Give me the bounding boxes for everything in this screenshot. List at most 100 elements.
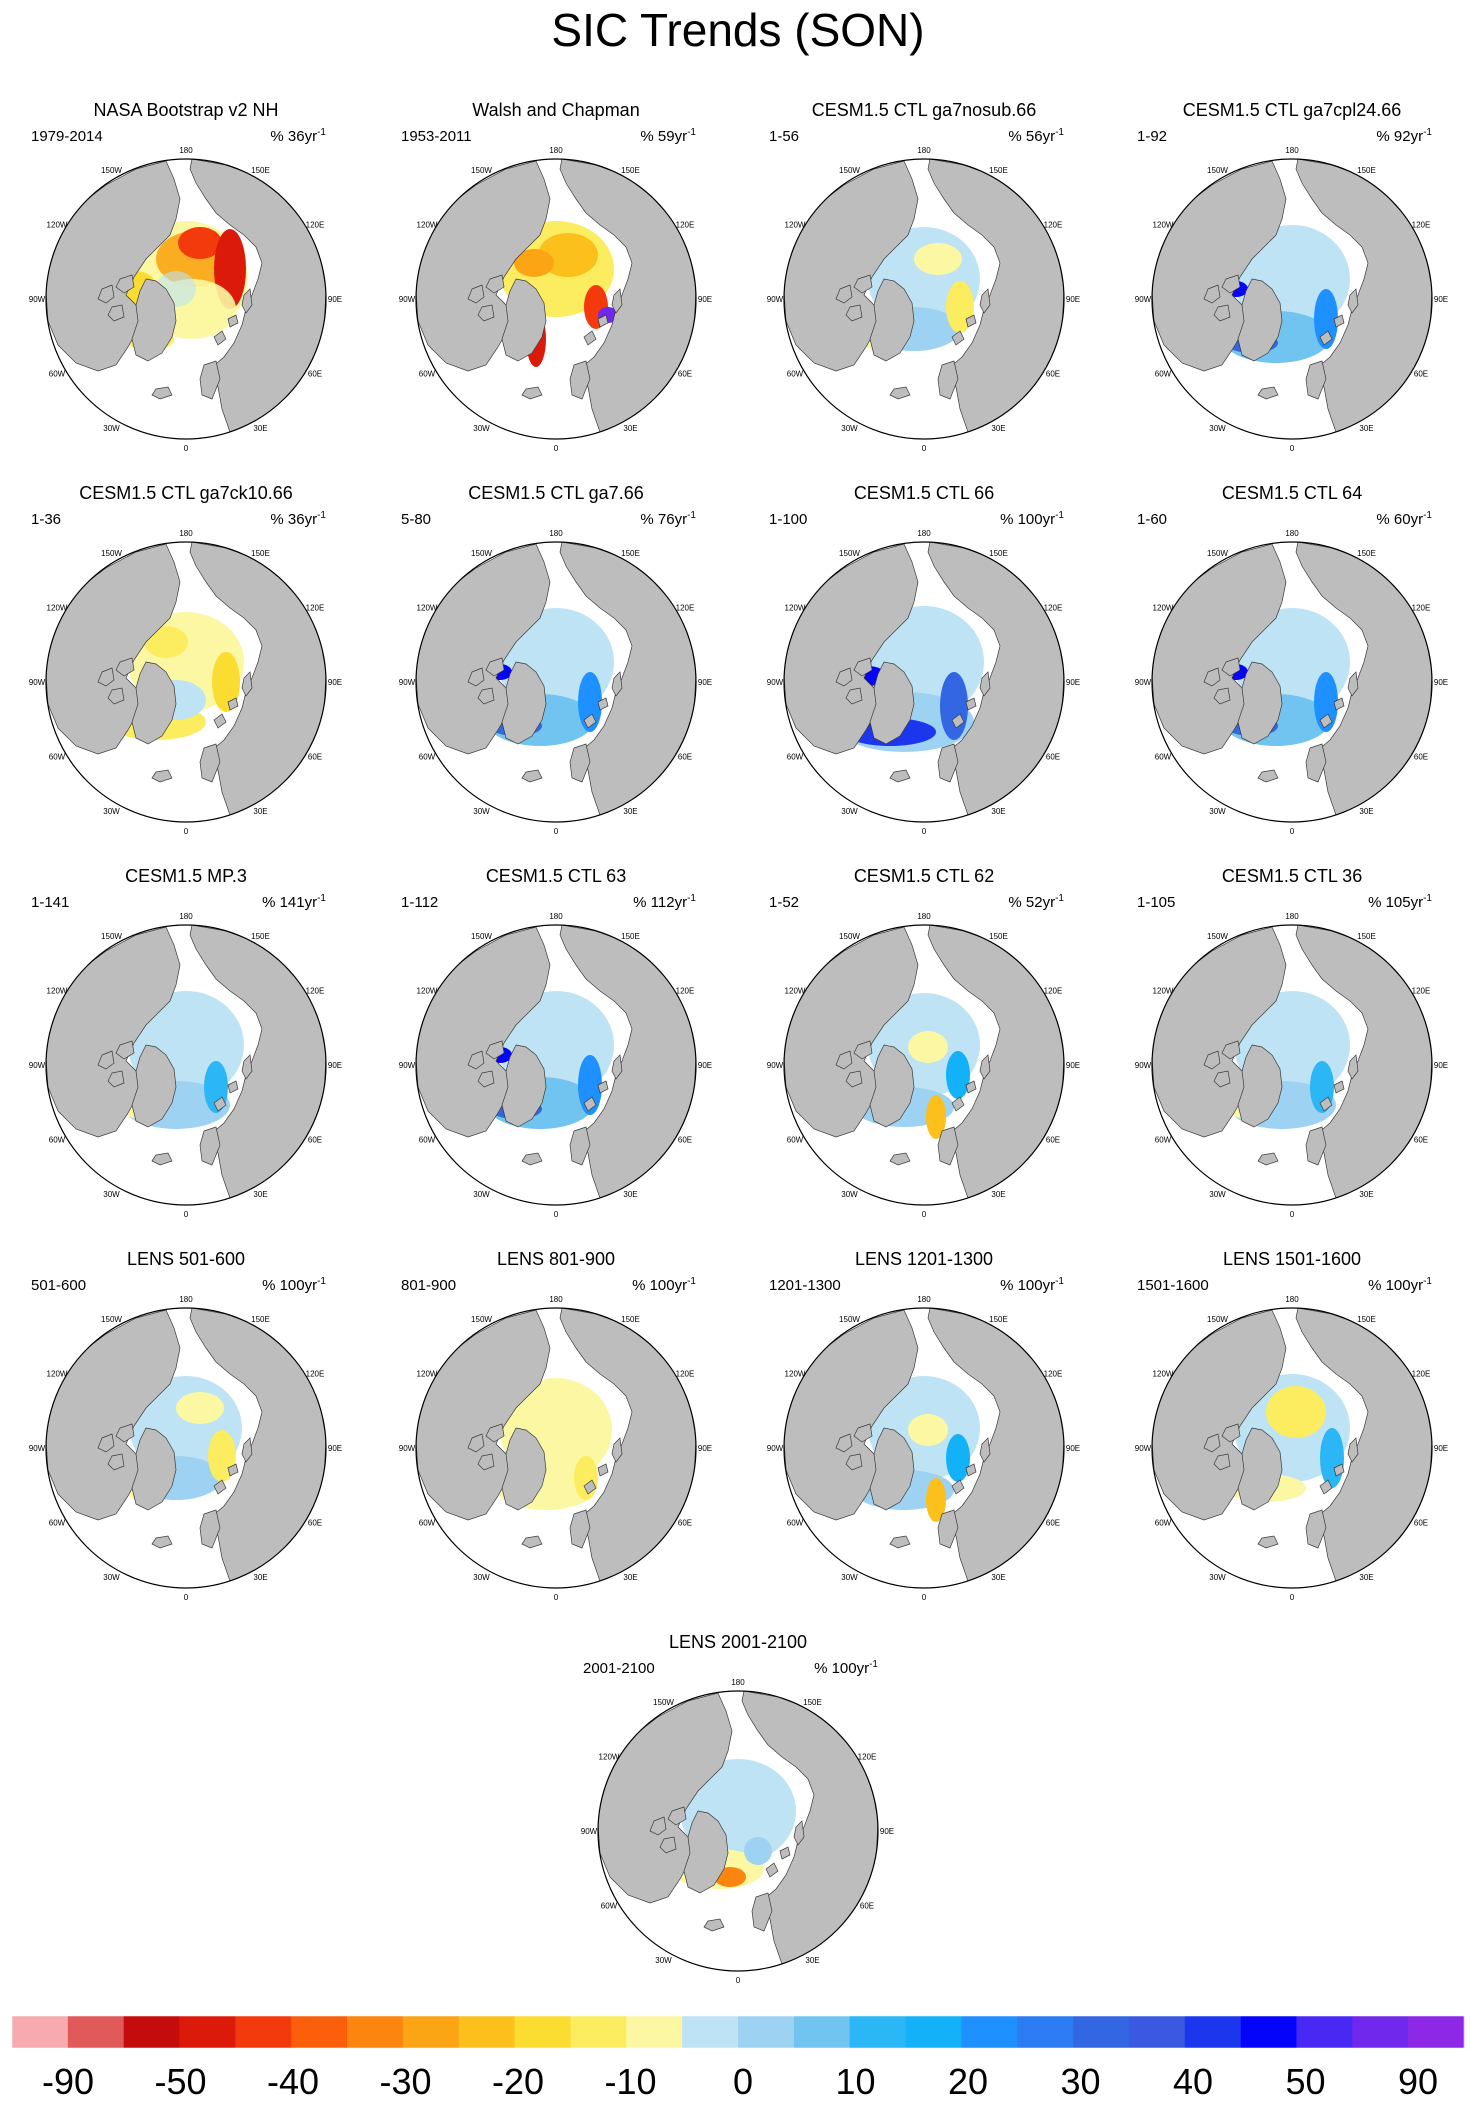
- trend-field: [178, 227, 222, 259]
- map-boundary: [45, 1307, 327, 1589]
- landmass: [889, 1535, 911, 1549]
- landmass: [467, 1050, 485, 1070]
- lon-label: 90E: [1066, 1444, 1080, 1453]
- map-panel: 180 150E 120E 90E 60E 30E 0 30W 60W 90W 120W 150W LE…: [29, 1249, 342, 1602]
- lon-label: 120W: [417, 987, 438, 996]
- panel-title: CESM1.5 CTL 64: [1222, 483, 1362, 503]
- lon-label: 90W: [1135, 295, 1152, 304]
- map-boundary: [45, 924, 327, 1206]
- lon-label: 150W: [101, 1315, 122, 1324]
- panel-title: NASA Bootstrap v2 NH: [93, 100, 278, 120]
- lon-label: 120E: [306, 604, 325, 613]
- lon-label: 120W: [1153, 221, 1174, 230]
- colorbar-swatch: [235, 2016, 292, 2048]
- colorbar-swatch: [1184, 2016, 1241, 2048]
- landmass: [213, 330, 227, 346]
- map-boundary: [783, 158, 1065, 440]
- panel-period: 1-60: [1137, 511, 1167, 528]
- lon-label: 150E: [621, 549, 640, 558]
- figure-title: SIC Trends (SON): [551, 4, 924, 56]
- landmass: [835, 284, 853, 304]
- lon-label: 60E: [308, 753, 322, 762]
- landmass: [569, 1509, 591, 1549]
- panel-scale: % 59yr-1: [640, 127, 696, 145]
- map-panel: 180 150E 120E 90E 60E 30E 0 30W 60W 90W 120W 150W CE…: [1135, 866, 1448, 1219]
- lon-label: 120E: [676, 987, 695, 996]
- colorbar-label: -30: [379, 2061, 431, 2102]
- lon-label: 180: [549, 912, 563, 921]
- map-boundary: [45, 541, 327, 823]
- landmass: [1203, 1050, 1221, 1070]
- landmass: [835, 1050, 853, 1070]
- lon-label: 180: [917, 529, 931, 538]
- lon-label: 120E: [306, 987, 325, 996]
- landmass: [501, 1427, 547, 1511]
- landmass: [477, 1070, 495, 1088]
- lon-label: 90E: [1434, 678, 1448, 687]
- colorbar-label: -50: [154, 2061, 206, 2102]
- trend-field: [578, 672, 602, 732]
- lon-label: 120W: [599, 1753, 620, 1762]
- colorbar-swatch: [849, 2016, 906, 2048]
- lon-label: 0: [554, 1210, 559, 1219]
- landmass: [751, 1892, 773, 1932]
- map-boundary: [1151, 924, 1433, 1206]
- trend-field: [1266, 1386, 1326, 1438]
- lon-label: 60W: [49, 753, 66, 762]
- panel-period: 1-92: [1137, 128, 1167, 145]
- lon-label: 180: [179, 912, 193, 921]
- map-boundary: [415, 1307, 697, 1589]
- lon-label: 60E: [308, 370, 322, 379]
- lon-label: 150W: [1207, 166, 1228, 175]
- lon-label: 90E: [328, 1061, 342, 1070]
- landmass: [213, 1096, 227, 1112]
- lon-label: 120W: [417, 221, 438, 230]
- map-panel: 180 150E 120E 90E 60E 30E 0 30W 60W 90W 120W 150W LE…: [1135, 1249, 1448, 1602]
- landmass: [835, 667, 853, 687]
- landmass: [793, 1820, 805, 1846]
- colorbar-label: 50: [1285, 2061, 1325, 2102]
- trend-field: [578, 1055, 602, 1115]
- landmass: [611, 1437, 623, 1463]
- colorbar-swatch: [1128, 2016, 1186, 2048]
- landmass: [131, 1427, 177, 1511]
- landmass: [583, 713, 597, 729]
- lon-label: 30W: [1209, 1573, 1226, 1582]
- landmass: [889, 386, 911, 400]
- map-interior: [784, 159, 1064, 436]
- lon-label: 120W: [47, 221, 68, 230]
- colorbar-swatch: [514, 2016, 571, 2048]
- lon-label: 90E: [1066, 678, 1080, 687]
- panel-scale: % 100yr-1: [1368, 1276, 1432, 1294]
- lon-label: 150E: [251, 166, 270, 175]
- landmass: [979, 288, 991, 314]
- landmass: [611, 671, 623, 697]
- landmass: [107, 1070, 125, 1088]
- lon-label: 60E: [308, 1136, 322, 1145]
- map-boundary: [1151, 541, 1433, 823]
- lon-label: 30W: [103, 1190, 120, 1199]
- lon-label: 30W: [473, 807, 490, 816]
- lon-label: 180: [1285, 912, 1299, 921]
- lon-label: 30W: [473, 1190, 490, 1199]
- panel-title: CESM1.5 CTL 63: [486, 866, 626, 886]
- landmass: [1237, 1044, 1283, 1128]
- lon-label: 90W: [29, 678, 46, 687]
- panel-title: CESM1.5 CTL 36: [1222, 866, 1362, 886]
- landmass: [131, 661, 177, 745]
- map-panel: 180 150E 120E 90E 60E 30E 0 30W 60W 90W 120W 150W NA…: [29, 100, 342, 453]
- lon-label: 90E: [698, 678, 712, 687]
- landmass: [485, 1423, 505, 1443]
- landmass: [979, 671, 991, 697]
- trend-field: [946, 1051, 970, 1099]
- lon-label: 60E: [1046, 370, 1060, 379]
- panel-scale: % 100yr-1: [814, 1659, 878, 1677]
- lon-label: 0: [1290, 444, 1295, 453]
- lon-label: 180: [917, 912, 931, 921]
- landmass: [485, 274, 505, 294]
- lon-label: 0: [1290, 827, 1295, 836]
- lon-label: 150W: [471, 166, 492, 175]
- landmass: [115, 657, 135, 677]
- landmass: [979, 1054, 991, 1080]
- landmass: [485, 1040, 505, 1060]
